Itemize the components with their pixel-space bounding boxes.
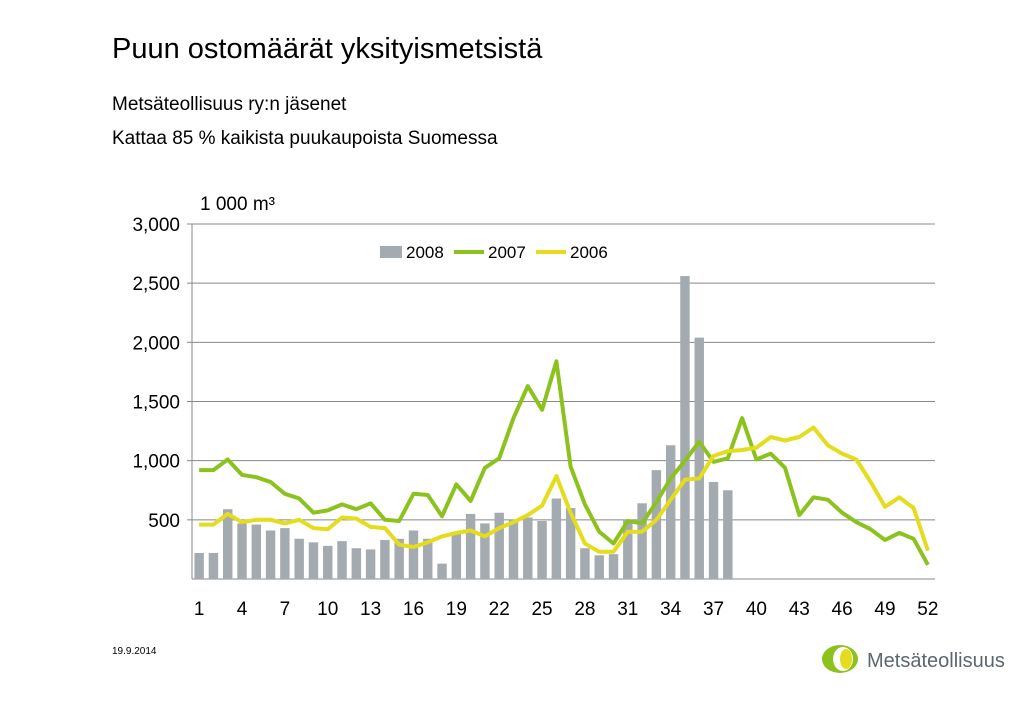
y-tick-label: 500 bbox=[148, 511, 180, 532]
x-tick-label: 7 bbox=[280, 599, 291, 620]
x-tick-label: 10 bbox=[317, 599, 338, 620]
unit-label: 1 000 m³ bbox=[200, 194, 275, 215]
bar bbox=[580, 548, 590, 579]
bar bbox=[551, 498, 562, 579]
bar bbox=[508, 519, 519, 579]
bar bbox=[423, 538, 433, 579]
bar bbox=[365, 549, 376, 579]
x-tick-label: 4 bbox=[237, 599, 248, 620]
bar bbox=[394, 538, 404, 579]
title: Puun ostomäärät yksityismetsistä bbox=[112, 33, 543, 65]
x-tick-label: 49 bbox=[874, 599, 895, 620]
bar bbox=[608, 554, 619, 579]
y-tick-label: 2,000 bbox=[132, 333, 180, 354]
bar bbox=[537, 521, 547, 579]
date: 19.9.2014 bbox=[112, 646, 157, 657]
bar bbox=[308, 542, 319, 579]
bar bbox=[265, 530, 276, 579]
line bbox=[199, 425, 930, 554]
y-tick-label: 1,500 bbox=[132, 393, 180, 414]
legend-label: 2007 bbox=[488, 243, 526, 262]
x-tick-label: 25 bbox=[531, 599, 552, 620]
legend-swatch bbox=[380, 246, 402, 258]
x-tick-label: 34 bbox=[660, 599, 682, 620]
bar bbox=[208, 552, 219, 579]
line bbox=[199, 359, 930, 566]
x-tick-label: 13 bbox=[360, 599, 381, 620]
logo-text: Metsäteollisuus bbox=[867, 650, 1005, 672]
bar bbox=[494, 512, 504, 579]
y-tick-label: 2,500 bbox=[132, 274, 180, 295]
bar bbox=[637, 503, 647, 579]
bar bbox=[665, 445, 676, 579]
subtitle: Metsäteollisuus ry:n jäsenet bbox=[112, 94, 347, 115]
bar bbox=[623, 519, 633, 579]
legend-label: 2006 bbox=[570, 243, 608, 262]
bar bbox=[480, 523, 490, 579]
bar bbox=[680, 276, 690, 579]
bar bbox=[465, 513, 476, 579]
bar bbox=[723, 490, 733, 579]
x-tick-label: 19 bbox=[446, 599, 467, 620]
logo-mark bbox=[822, 645, 858, 673]
bar bbox=[337, 541, 347, 579]
bar bbox=[523, 517, 533, 579]
bar bbox=[223, 509, 233, 579]
bar bbox=[380, 539, 390, 579]
bar bbox=[651, 470, 662, 579]
bar bbox=[280, 528, 290, 579]
bar bbox=[351, 548, 362, 579]
x-tick-label: 37 bbox=[703, 599, 724, 620]
legend-label: 2008 bbox=[406, 243, 444, 262]
x-tick-label: 31 bbox=[617, 599, 638, 620]
x-tick-label: 28 bbox=[574, 599, 595, 620]
bar bbox=[594, 555, 604, 579]
x-tick-label: 43 bbox=[789, 599, 810, 620]
bar bbox=[565, 508, 576, 579]
bar bbox=[194, 552, 204, 579]
bar bbox=[694, 337, 704, 579]
bar bbox=[323, 545, 333, 579]
bar bbox=[294, 538, 304, 579]
x-tick-label: 40 bbox=[746, 599, 767, 620]
subtitle: Kattaa 85 % kaikista puukaupoista Suomes… bbox=[112, 128, 498, 149]
x-tick-label: 52 bbox=[917, 599, 938, 620]
x-tick-label: 22 bbox=[489, 599, 510, 620]
bar bbox=[251, 524, 262, 579]
bar bbox=[451, 532, 462, 579]
y-tick-label: 1,000 bbox=[132, 452, 180, 473]
x-tick-label: 16 bbox=[403, 599, 424, 620]
bar bbox=[708, 481, 719, 579]
bar bbox=[437, 563, 447, 579]
bar bbox=[408, 530, 419, 579]
x-tick-label: 46 bbox=[832, 599, 853, 620]
bar bbox=[237, 523, 247, 579]
x-tick-label: 1 bbox=[194, 599, 205, 620]
y-tick-label: 3,000 bbox=[132, 215, 180, 236]
